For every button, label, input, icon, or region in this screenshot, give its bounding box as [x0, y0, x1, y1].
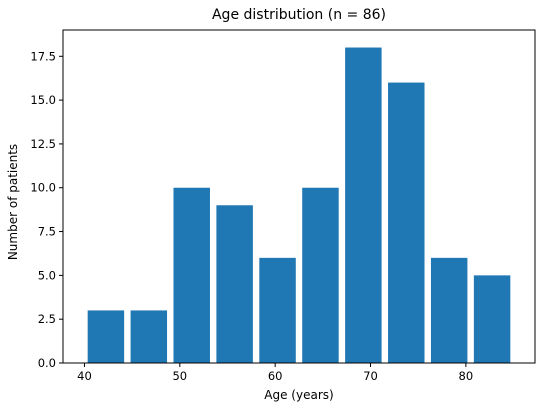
chart-title: Age distribution (n = 86) [212, 7, 386, 23]
x-axis-label: Age (years) [264, 388, 333, 402]
histogram-bar [473, 275, 511, 363]
y-tick-label: 7.5 [38, 225, 56, 239]
y-tick-label: 12.5 [30, 137, 56, 151]
y-tick-label: 5.0 [38, 268, 56, 282]
y-tick-label: 0.0 [38, 356, 56, 370]
y-axis-ticks: 0.0 2.5 5.0 7.5 10.0 12.5 15.0 17.5 [30, 49, 63, 370]
histogram-bar [430, 257, 468, 363]
histogram-bar [216, 205, 253, 363]
x-tick-label: 40 [77, 369, 92, 383]
histogram-bar [259, 257, 296, 363]
x-tick-label: 70 [363, 369, 378, 383]
x-tick-label: 50 [172, 369, 187, 383]
histogram-bar [130, 310, 168, 363]
x-axis-ticks: 40 50 60 70 80 [77, 363, 473, 383]
histogram-bar [87, 310, 125, 363]
y-tick-label: 10.0 [30, 181, 56, 195]
y-axis-label: Number of patients [6, 144, 20, 260]
histogram-bar [345, 47, 382, 364]
y-tick-label: 17.5 [30, 49, 56, 63]
y-tick-label: 15.0 [30, 93, 56, 107]
plot-frame [62, 29, 536, 364]
histogram-bar [302, 187, 339, 363]
y-tick-label: 2.5 [38, 312, 56, 326]
x-tick-label: 80 [459, 369, 474, 383]
bars-group [87, 47, 511, 364]
histogram-bar [173, 187, 210, 363]
histogram-bar [388, 82, 425, 363]
x-tick-label: 60 [268, 369, 283, 383]
